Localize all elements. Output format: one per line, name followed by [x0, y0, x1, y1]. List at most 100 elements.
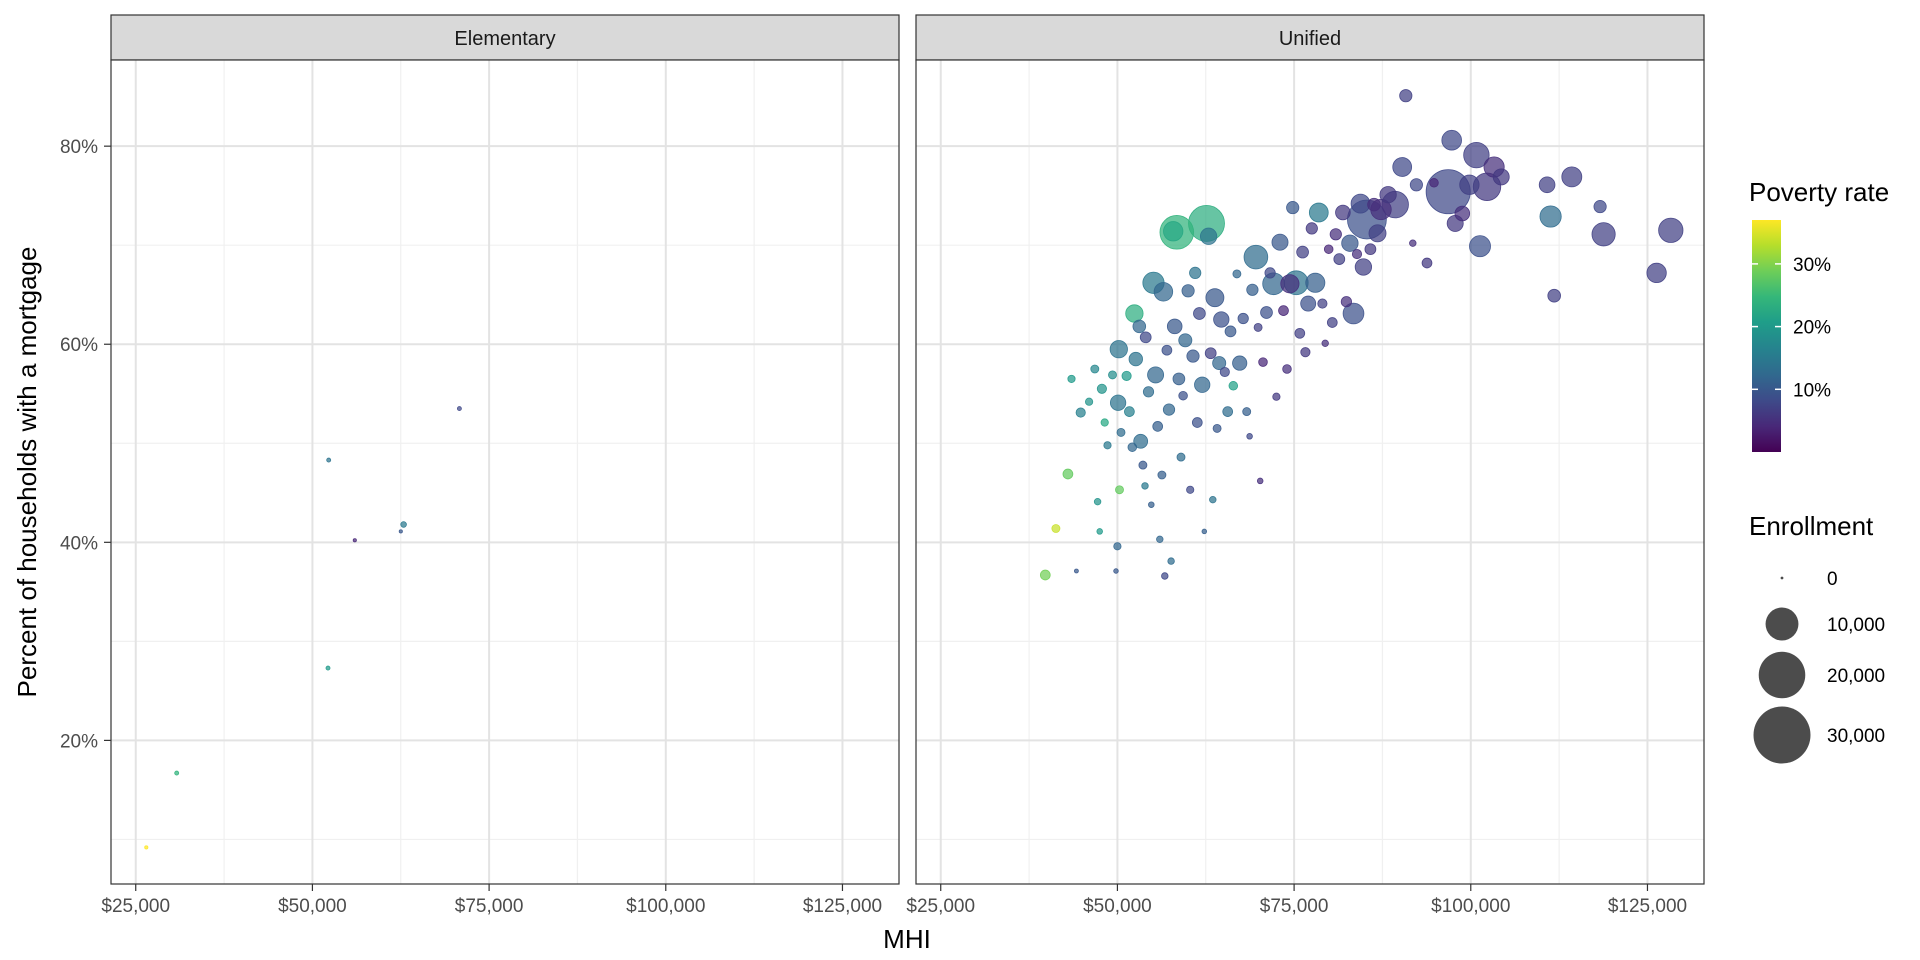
- color-legend-title: Poverty rate: [1749, 177, 1889, 207]
- data-point: [1463, 141, 1490, 169]
- y-axis: 20% 40% 60% 80%: [60, 137, 111, 752]
- data-point: [1067, 374, 1076, 383]
- data-point: [1272, 392, 1281, 401]
- data-point: [1157, 470, 1167, 480]
- facet-strip-elementary: Elementary: [110, 14, 900, 61]
- panel-unified-points: [1039, 89, 1684, 581]
- x-tick-label: $25,000: [906, 896, 975, 917]
- data-point: [1264, 267, 1276, 279]
- data-point: [1658, 217, 1684, 243]
- data-point: [1228, 381, 1239, 391]
- data-point: [1354, 258, 1373, 276]
- size-legend-key: [1758, 651, 1806, 699]
- data-point: [1454, 205, 1471, 222]
- data-point: [1409, 239, 1417, 247]
- x-axis-elementary: $25,000 $50,000 $75,000 $100,000 $125,000: [101, 884, 882, 917]
- data-point: [1115, 485, 1124, 495]
- data-point: [1128, 351, 1143, 367]
- panel-elementary-grid: [111, 60, 899, 884]
- data-point: [1062, 468, 1074, 480]
- data-point: [1286, 201, 1300, 215]
- data-point: [1282, 364, 1292, 374]
- data-point: [1469, 235, 1491, 258]
- data-point: [1073, 568, 1079, 574]
- x-tick-label: $25,000: [101, 896, 170, 917]
- data-point: [1039, 569, 1051, 581]
- data-point: [1212, 423, 1222, 433]
- data-point: [398, 529, 403, 534]
- data-point: [1243, 244, 1269, 270]
- data-point: [1300, 347, 1311, 358]
- data-point: [1335, 204, 1351, 221]
- data-point: [1260, 306, 1273, 319]
- data-point: [1492, 168, 1510, 186]
- panel-unified: [915, 59, 1705, 885]
- data-point: [1113, 568, 1119, 574]
- data-point: [1253, 322, 1263, 332]
- data-point: [1367, 197, 1381, 212]
- data-point: [1189, 266, 1202, 279]
- data-point: [1205, 288, 1225, 308]
- color-legend-label: 20%: [1793, 318, 1831, 339]
- data-point: [400, 521, 407, 528]
- size-legend-label: 10,000: [1827, 615, 1885, 636]
- data-point: [1138, 460, 1148, 470]
- data-point: [1147, 366, 1165, 384]
- x-tick-label: $125,000: [803, 896, 882, 917]
- data-point: [1127, 442, 1138, 452]
- data-point: [1096, 383, 1107, 394]
- y-tick-label: 80%: [60, 137, 98, 158]
- data-point: [1280, 274, 1300, 294]
- data-point: [1441, 129, 1462, 151]
- data-point: [1271, 233, 1289, 251]
- x-tick-label: $50,000: [278, 896, 347, 917]
- data-point: [144, 845, 149, 850]
- data-point: [1100, 418, 1109, 427]
- data-point: [1305, 222, 1318, 235]
- data-point: [1093, 498, 1102, 506]
- data-point: [1096, 528, 1103, 535]
- data-point: [1329, 228, 1342, 241]
- panel-unified-grid: [916, 60, 1704, 884]
- data-point: [1459, 174, 1480, 195]
- data-point: [1317, 298, 1328, 309]
- x-tick-label: $100,000: [626, 896, 705, 917]
- data-point: [1178, 390, 1188, 401]
- data-point: [1368, 224, 1387, 243]
- data-point: [1326, 317, 1338, 328]
- color-legend-label: 30%: [1793, 255, 1831, 276]
- data-point: [1222, 406, 1234, 417]
- size-legend: Enrollment 0 10,000 20,000 30,000: [1749, 511, 1885, 764]
- data-point: [1121, 370, 1132, 381]
- data-point: [1109, 340, 1128, 359]
- data-point: [1108, 370, 1117, 380]
- data-point: [1409, 178, 1423, 192]
- facet-title-elementary: Elementary: [454, 28, 555, 50]
- data-point: [1124, 406, 1135, 417]
- data-point: [1051, 524, 1061, 533]
- data-point: [1142, 386, 1155, 398]
- data-point: [1232, 355, 1248, 371]
- data-point: [1224, 325, 1237, 338]
- data-point: [1421, 257, 1433, 269]
- data-point: [1103, 441, 1112, 450]
- data-point: [1323, 244, 1334, 254]
- color-legend-label: 10%: [1793, 380, 1831, 401]
- data-point: [1166, 318, 1183, 335]
- data-point: [1593, 200, 1607, 214]
- data-point: [1167, 557, 1175, 565]
- data-point: [1646, 262, 1667, 284]
- data-point: [1172, 372, 1186, 386]
- facet-strip-unified: Unified: [915, 14, 1705, 61]
- data-point: [1246, 283, 1259, 296]
- data-point: [1116, 427, 1126, 437]
- data-point: [1561, 166, 1583, 188]
- x-tick-label: $75,000: [455, 896, 524, 917]
- data-point: [1085, 397, 1094, 406]
- x-tick-label: $75,000: [1260, 896, 1329, 917]
- facet-title-unified: Unified: [1279, 28, 1341, 50]
- data-point: [1321, 339, 1329, 347]
- data-point: [1399, 89, 1413, 103]
- data-point: [1186, 485, 1195, 494]
